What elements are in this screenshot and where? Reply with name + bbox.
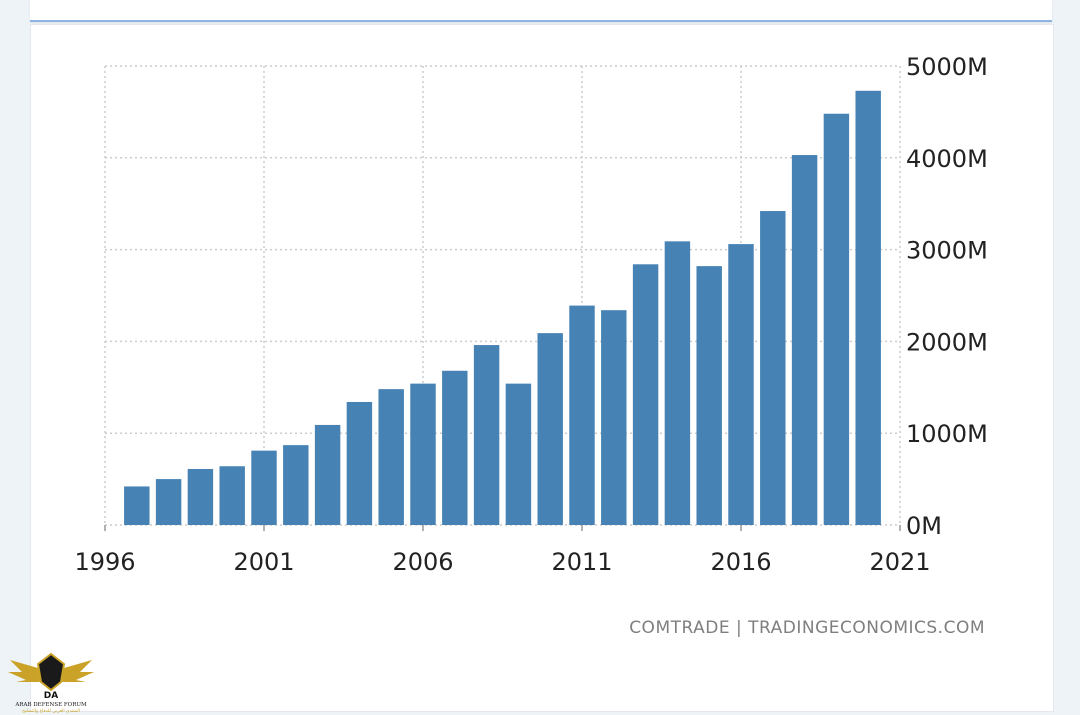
y-axis-ticks: 0M 1000M 2000M 3000M 4000M 5000M <box>906 53 988 540</box>
bar-1999 <box>187 469 214 525</box>
y-tick-label: 0M <box>906 512 942 540</box>
arab-defense-forum-logo: DA ARAB DEFENSE FORUM المنتدى العربي للد… <box>8 652 94 714</box>
bar-2009 <box>505 383 532 525</box>
source-credit: COMTRADE | TRADINGECONOMICS.COM <box>629 618 985 638</box>
bar-2016 <box>728 244 754 526</box>
bar-2017 <box>760 211 786 525</box>
bar-2000 <box>219 466 245 525</box>
x-tick-label: 2011 <box>551 548 612 576</box>
x-axis-ticks: 1996 2001 2006 2011 2016 2021 <box>74 525 931 576</box>
bar-2005 <box>378 389 404 525</box>
x-tick-label: 2021 <box>869 548 930 576</box>
bar-2008 <box>473 345 500 525</box>
bar-2006 <box>410 383 436 525</box>
svg-text:DA: DA <box>44 691 58 701</box>
bar-1998 <box>155 479 182 525</box>
bar-2011 <box>569 305 595 525</box>
bar-2012 <box>601 310 627 525</box>
bar-2002 <box>283 445 309 525</box>
y-tick-label: 4000M <box>906 145 988 173</box>
bar-2020 <box>855 90 881 525</box>
bar-1997 <box>124 486 150 525</box>
grid <box>104 65 901 526</box>
y-tick-label: 1000M <box>906 420 988 448</box>
x-tick-label: 2001 <box>233 548 294 576</box>
bar-2014 <box>664 241 691 525</box>
bar-2007 <box>442 370 468 525</box>
svg-text:ARAB DEFENSE FORUM: ARAB DEFENSE FORUM <box>14 702 87 708</box>
bar-2019 <box>823 113 850 526</box>
x-tick-label: 1996 <box>74 548 135 576</box>
y-tick-label: 3000M <box>906 237 988 265</box>
bars <box>124 90 881 526</box>
y-tick-label: 2000M <box>906 328 988 356</box>
x-tick-label: 2016 <box>710 548 771 576</box>
bar-2003 <box>314 424 341 525</box>
y-tick-label: 5000M <box>906 53 988 81</box>
x-tick-label: 2006 <box>392 548 453 576</box>
bar-2018 <box>791 155 818 525</box>
top-panel-edge <box>30 0 1052 22</box>
bar-2013 <box>632 264 659 525</box>
bar-2010 <box>537 333 563 525</box>
bar-2001 <box>251 450 277 525</box>
svg-text:المنتدى العربي للدفاع والتسليح: المنتدى العربي للدفاع والتسليح <box>22 709 80 714</box>
bar-2015 <box>696 266 722 525</box>
bar-2004 <box>346 401 373 525</box>
